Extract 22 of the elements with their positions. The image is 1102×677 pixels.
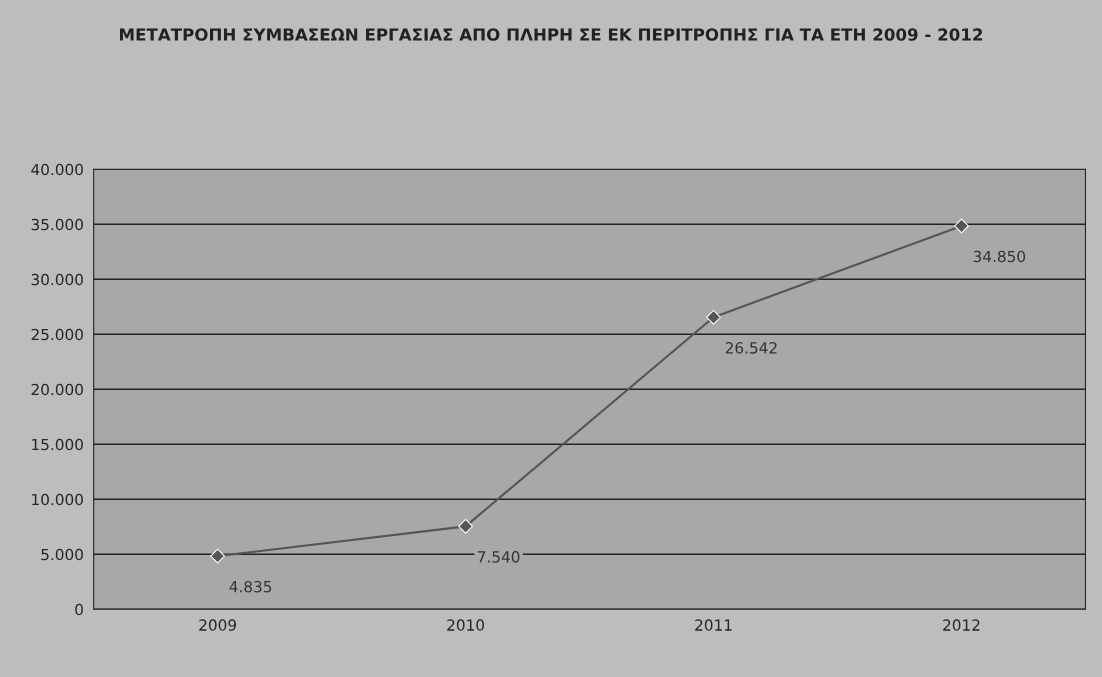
y-tick-label: 25.000 <box>31 328 83 341</box>
y-tick-label: 0 <box>75 603 83 616</box>
x-tick-label: 2011 <box>695 619 732 631</box>
x-tick-label: 2009 <box>199 619 237 631</box>
x-tick-label: 2010 <box>447 619 485 631</box>
point <box>210 548 226 564</box>
y-tick-label: 35.000 <box>31 218 83 231</box>
y-tick-label: 10.000 <box>32 493 83 506</box>
point <box>458 518 473 534</box>
data-label: 4.835 <box>229 580 272 593</box>
y-tick-label: 5.000 <box>41 548 83 561</box>
y-tick-label: 30.000 <box>31 273 83 286</box>
data-label: 7.540 <box>477 551 520 563</box>
y-tick-label: 20.000 <box>31 383 83 396</box>
data-label: 34.850 <box>973 250 1026 263</box>
point <box>706 309 721 325</box>
data-label: 26.542 <box>725 342 777 354</box>
chart-title: ΜΕΤΑΤΡΟΠΗ ΣΥΜΒΑΣΕΩΝ ΕΡΓΑΣΙΑΣ ΑΠΟ ΠΛΗΡΗ ΣΕ ΕΚ ΠΕΡΙΤΡΟΠΗΣ ΓΙΑ ΤΑ ΕΤΗ 2009 - 2012 <box>120 28 983 41</box>
x-tick-label: 2012 <box>943 619 980 631</box>
point <box>954 218 969 234</box>
y-tick-label: 15.000 <box>32 438 83 451</box>
y-tick-label: 40.000 <box>31 163 83 176</box>
